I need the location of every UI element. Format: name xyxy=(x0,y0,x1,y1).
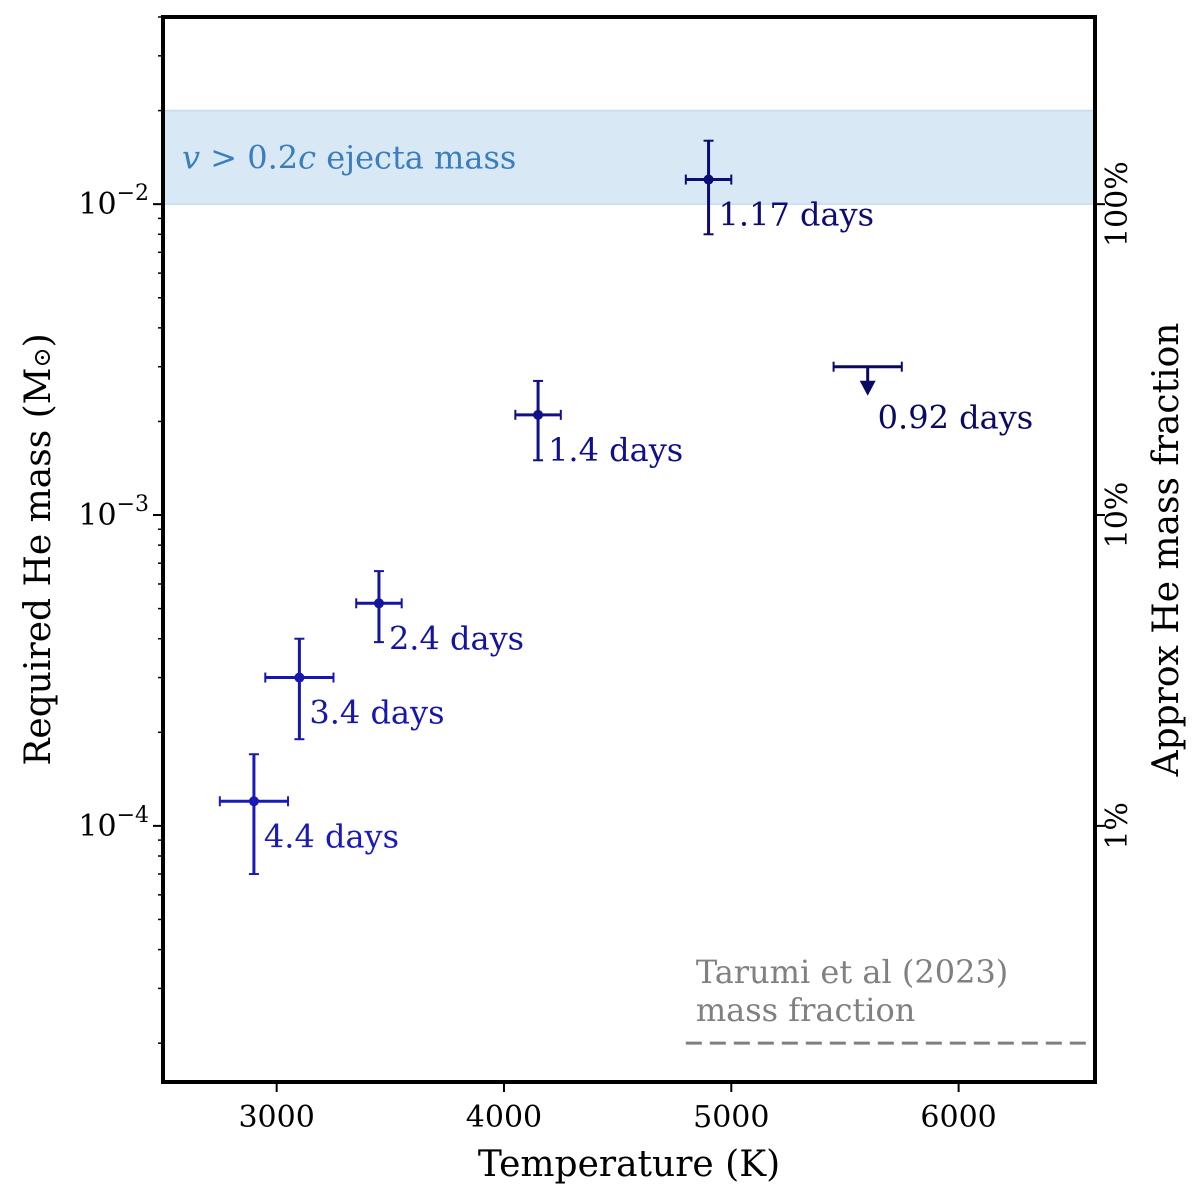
data-point-label: 0.92 days xyxy=(878,399,1033,437)
band-label-c: c xyxy=(298,138,316,176)
data-point-marker xyxy=(248,796,259,807)
band-label-v: v xyxy=(182,138,200,176)
data-point-label: 4.4 days xyxy=(264,817,399,855)
data-point-label: 2.4 days xyxy=(389,619,524,657)
data-point-group: 1.4 days xyxy=(514,379,683,469)
data-point-label: 3.4 days xyxy=(309,694,444,732)
y-tick-label: 10−2 xyxy=(78,181,149,222)
data-point-group: 1.17 days xyxy=(684,139,874,236)
data-point-group: 2.4 days xyxy=(355,570,524,657)
secondary-y-axis-label: Approx He mass fraction xyxy=(1146,323,1187,778)
data-point-label: 1.4 days xyxy=(548,431,683,469)
band-label-tail: ejecta mass xyxy=(316,138,516,176)
reference-label-line-1: Tarumi et al (2023) xyxy=(696,953,1008,991)
y-axis-label-close: ) xyxy=(18,333,59,347)
data-point-label: 1.17 days xyxy=(719,196,874,234)
x-tick-label: 5000 xyxy=(693,1100,769,1135)
data-point-marker xyxy=(533,409,544,420)
upper-limit-arrow xyxy=(859,380,876,396)
band-label: v > 0.2c ejecta mass xyxy=(182,138,516,176)
data-point-marker xyxy=(373,598,384,609)
y-axis-label-sun-symbol: ⊙ xyxy=(28,347,56,367)
y2-tick-label: 1% xyxy=(1100,802,1135,850)
x-tick-label: 3000 xyxy=(238,1100,314,1135)
y-axis-label-text: Required He mass (M xyxy=(18,367,59,765)
data-point-group: 3.4 days xyxy=(264,637,445,741)
y-tick-label-base: 10 xyxy=(78,498,116,533)
y2-tick-label: 10% xyxy=(1100,482,1135,549)
y-axis-label: Required He mass (M⊙) xyxy=(18,333,59,765)
reference-label-line-2: mass fraction xyxy=(696,991,916,1029)
y-tick-label-base: 10 xyxy=(78,187,116,222)
plot-frame xyxy=(161,15,1097,1084)
y-tick-label-base: 10 xyxy=(78,809,116,844)
band-rect xyxy=(162,109,1096,205)
data-point-marker xyxy=(294,672,305,683)
y-tick-label-exponent: −3 xyxy=(117,492,149,517)
x-axis-label: Temperature (K) xyxy=(478,1144,780,1185)
y-tick-label-exponent: −2 xyxy=(117,181,149,206)
y-tick-label: 10−3 xyxy=(78,492,149,533)
band-layer xyxy=(162,109,1096,205)
band-label-rest: > 0.2 xyxy=(200,138,298,176)
y-tick-label: 10−4 xyxy=(78,803,149,844)
points-layer: 4.4 days 3.4 days 2.4 days 1.4 days 1.17 day… xyxy=(218,139,1033,876)
x-tick-label: 6000 xyxy=(920,1100,996,1135)
y2-tick-label: 100% xyxy=(1100,161,1135,247)
data-point-group: 4.4 days xyxy=(218,753,399,876)
x-tick-label: 4000 xyxy=(466,1100,542,1135)
data-point-group: 0.92 days xyxy=(832,361,1033,437)
y-tick-label-exponent: −4 xyxy=(117,803,149,828)
data-point-marker xyxy=(703,174,714,185)
